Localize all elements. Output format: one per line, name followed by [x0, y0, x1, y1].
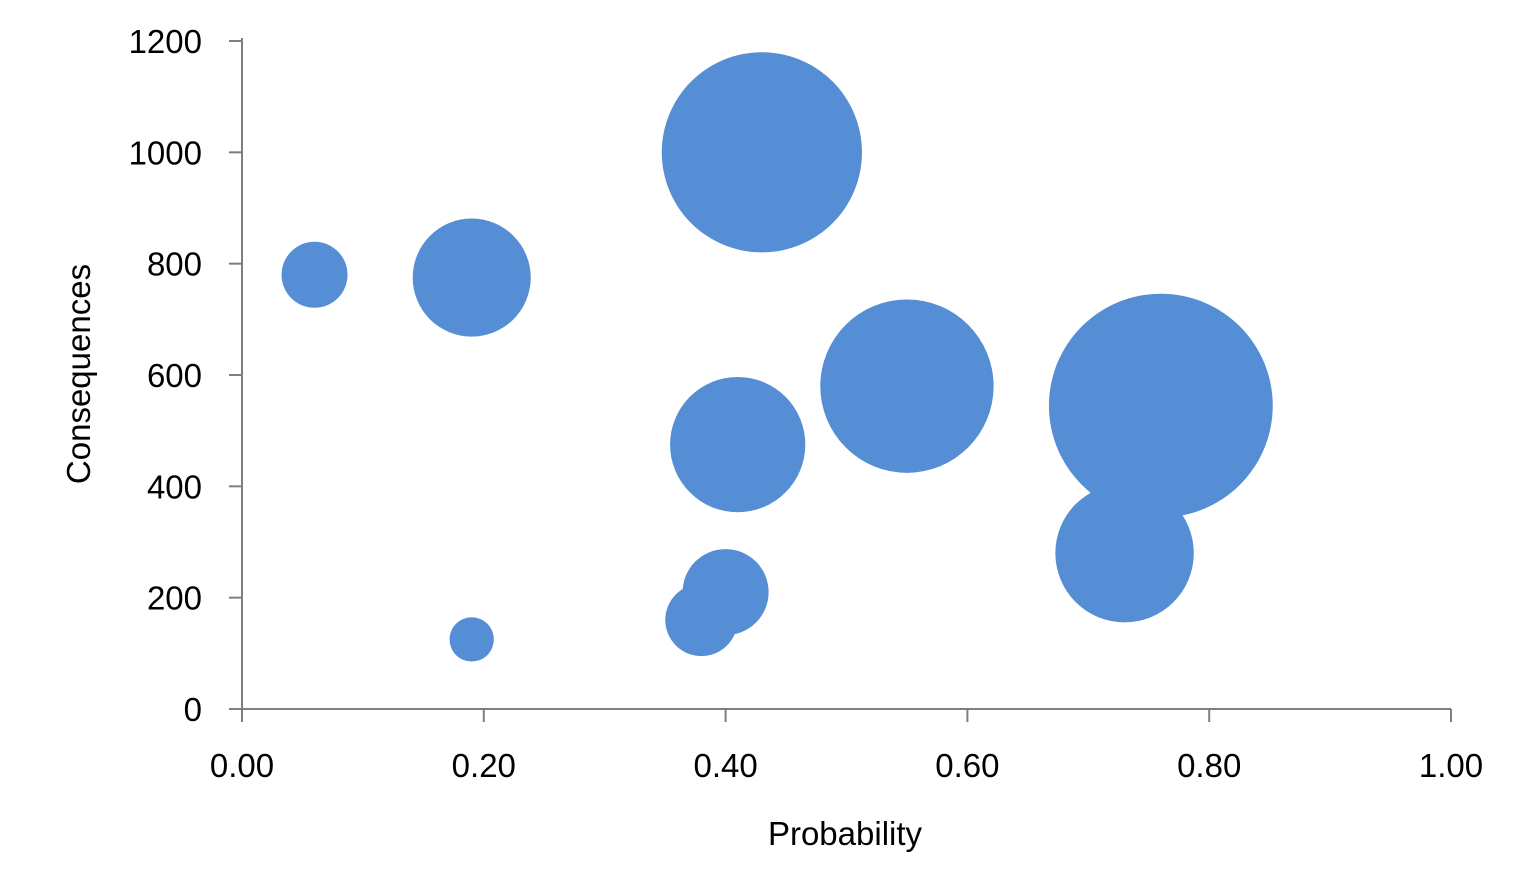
y-tick-label: 1200 [129, 23, 202, 60]
x-tick-label: 0.00 [210, 747, 274, 784]
bubble-point [670, 376, 806, 513]
bubble-point [449, 617, 494, 662]
y-axis-title: Consequences [60, 264, 97, 484]
y-tick-label: 600 [147, 357, 202, 394]
x-tick-label: 0.80 [1177, 747, 1241, 784]
x-axis-title: Probability [768, 815, 923, 852]
y-tick-label: 1000 [129, 134, 202, 171]
y-tick-label: 800 [147, 246, 202, 283]
x-tick-label: 0.40 [693, 747, 757, 784]
x-tick-label: 1.00 [1419, 747, 1483, 784]
bubble-point [1048, 293, 1273, 518]
y-ticks-layer: 0 200 400 600 800 1000 1200 [129, 23, 242, 728]
x-tick-label: 0.60 [935, 747, 999, 784]
bubble-point [661, 52, 862, 253]
bubble-point [1055, 483, 1194, 623]
x-ticks-layer: 0.00 0.20 0.40 0.60 0.80 1.00 [210, 709, 1483, 784]
bubble-point [281, 241, 348, 308]
y-tick-label: 0 [184, 691, 202, 728]
x-tick-label: 0.20 [452, 747, 516, 784]
bubble-point [412, 218, 531, 337]
bubbles-layer [281, 52, 1273, 662]
y-tick-label: 200 [147, 580, 202, 617]
y-tick-label: 400 [147, 468, 202, 505]
bubble-point [820, 299, 994, 473]
bubble-point [665, 583, 738, 657]
